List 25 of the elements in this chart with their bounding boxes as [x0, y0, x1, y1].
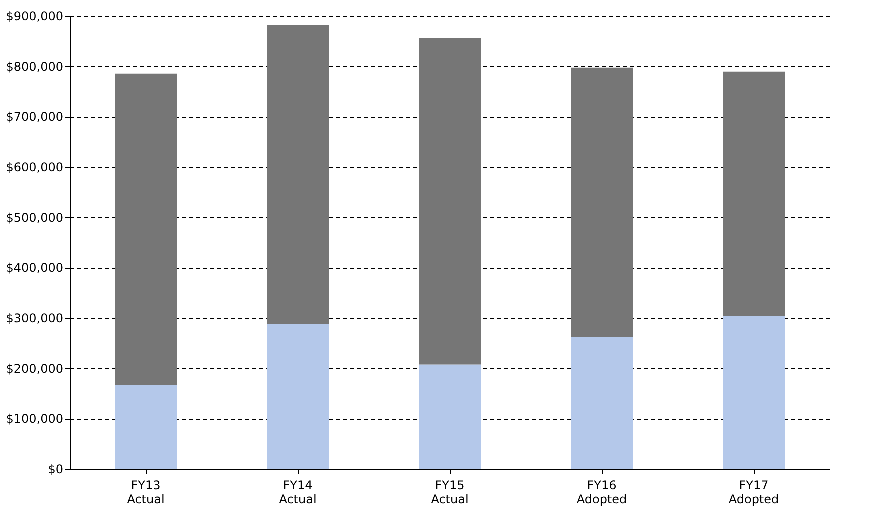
bar	[419, 364, 481, 469]
x-tick-label: FY17 Adopted	[728, 478, 780, 506]
bar	[115, 74, 177, 385]
y-tick-label: $400,000	[6, 261, 64, 276]
y-tick-label: $200,000	[6, 362, 64, 376]
x-tick-label: FY14 Actual	[279, 478, 317, 506]
bar	[267, 25, 329, 324]
y-tick-label: $0	[48, 462, 64, 476]
y-tick-label: $600,000	[6, 160, 64, 174]
y-tick-label: $300,000	[6, 312, 64, 326]
y-tick-label: $500,000	[6, 210, 64, 225]
y-tick-label: $100,000	[6, 412, 64, 426]
x-tick-label: FY16 Adopted	[576, 478, 628, 506]
x-tick-label: FY15 Actual	[431, 478, 469, 506]
bar	[723, 72, 785, 316]
bar	[571, 337, 633, 469]
bar	[419, 38, 481, 365]
bar	[571, 68, 633, 338]
bar	[723, 316, 785, 469]
x-tick-label: FY13 Actual	[127, 478, 165, 506]
y-tick-label: $800,000	[6, 60, 64, 74]
bar	[115, 384, 177, 469]
y-tick-label: $700,000	[6, 110, 64, 124]
y-tick-label: $900,000	[6, 10, 64, 24]
bar	[267, 324, 329, 469]
